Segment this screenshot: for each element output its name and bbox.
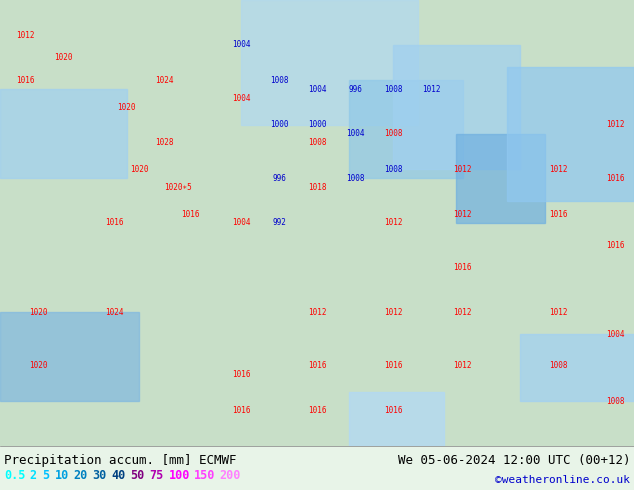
Text: 2: 2: [30, 469, 37, 483]
Bar: [0, 89, 127, 178]
Text: 1004: 1004: [346, 129, 365, 138]
Text: 1012: 1012: [16, 31, 35, 40]
Text: 1024: 1024: [105, 308, 124, 317]
Text: 1016: 1016: [605, 241, 624, 250]
Text: 1016: 1016: [231, 406, 250, 415]
Text: 1012: 1012: [453, 308, 472, 317]
Text: 75: 75: [150, 469, 164, 483]
Bar: [241, 0, 418, 125]
Text: 1004: 1004: [231, 94, 250, 102]
Text: 1016: 1016: [453, 263, 472, 272]
Text: 1016: 1016: [231, 370, 250, 379]
Text: 1016: 1016: [105, 219, 124, 227]
Text: 1000: 1000: [307, 121, 327, 129]
Text: 1016: 1016: [307, 361, 327, 370]
Text: 992: 992: [272, 219, 286, 227]
Text: 1016: 1016: [384, 406, 403, 415]
Text: 1020: 1020: [29, 308, 48, 317]
Text: 1028: 1028: [155, 138, 174, 147]
Text: 1004: 1004: [231, 40, 250, 49]
Text: 30: 30: [93, 469, 107, 483]
Text: 1016: 1016: [181, 210, 200, 219]
Bar: [520, 335, 634, 401]
Text: 1008: 1008: [548, 361, 567, 370]
Bar: [0, 312, 139, 401]
Text: We 05-06-2024 12:00 UTC (00+12): We 05-06-2024 12:00 UTC (00+12): [398, 454, 630, 467]
Text: 50: 50: [131, 469, 145, 483]
Text: 1020: 1020: [54, 53, 73, 62]
Bar: [456, 134, 545, 223]
Text: 40: 40: [112, 469, 126, 483]
Text: 1008: 1008: [384, 129, 403, 138]
Text: 1016: 1016: [384, 361, 403, 370]
Text: 20: 20: [74, 469, 87, 483]
Text: 0.5: 0.5: [4, 469, 25, 483]
Text: 1020∗5: 1020∗5: [164, 183, 191, 192]
Text: 1012: 1012: [307, 308, 327, 317]
Text: 1012: 1012: [422, 85, 441, 94]
Text: 1018: 1018: [307, 183, 327, 192]
Text: 1020: 1020: [130, 165, 149, 174]
Text: 996: 996: [272, 174, 286, 183]
Text: 200: 200: [219, 469, 241, 483]
Text: 1000: 1000: [269, 121, 288, 129]
Text: 1012: 1012: [384, 308, 403, 317]
Text: 10: 10: [55, 469, 68, 483]
Text: 1012: 1012: [548, 308, 567, 317]
Text: 1012: 1012: [548, 165, 567, 174]
Text: 1012: 1012: [453, 165, 472, 174]
Bar: [507, 67, 634, 201]
Text: 1012: 1012: [453, 361, 472, 370]
Text: 1004: 1004: [231, 219, 250, 227]
Text: 1016: 1016: [16, 76, 35, 85]
Text: 1008: 1008: [384, 165, 403, 174]
Text: Precipitation accum. [mm] ECMWF: Precipitation accum. [mm] ECMWF: [4, 454, 236, 467]
Text: 1016: 1016: [605, 174, 624, 183]
Text: 1020: 1020: [117, 102, 136, 112]
Text: ©weatheronline.co.uk: ©weatheronline.co.uk: [495, 475, 630, 485]
Text: 1004: 1004: [307, 85, 327, 94]
Text: 1012: 1012: [384, 219, 403, 227]
Text: 1008: 1008: [269, 76, 288, 85]
Text: 1004: 1004: [605, 330, 624, 339]
Text: 1012: 1012: [605, 121, 624, 129]
Text: 1016: 1016: [548, 210, 567, 219]
Text: 150: 150: [194, 469, 216, 483]
Text: 1012: 1012: [453, 210, 472, 219]
Text: 996: 996: [348, 85, 362, 94]
Text: 1020: 1020: [29, 361, 48, 370]
Bar: [349, 80, 463, 178]
Bar: [349, 392, 444, 446]
Text: 1024: 1024: [155, 76, 174, 85]
Text: 1016: 1016: [307, 406, 327, 415]
Text: 1008: 1008: [346, 174, 365, 183]
Text: 5: 5: [42, 469, 49, 483]
Text: 1008: 1008: [384, 85, 403, 94]
Text: 1008: 1008: [307, 138, 327, 147]
Text: 1008: 1008: [605, 397, 624, 406]
Bar: [393, 45, 520, 170]
Text: 100: 100: [169, 469, 190, 483]
